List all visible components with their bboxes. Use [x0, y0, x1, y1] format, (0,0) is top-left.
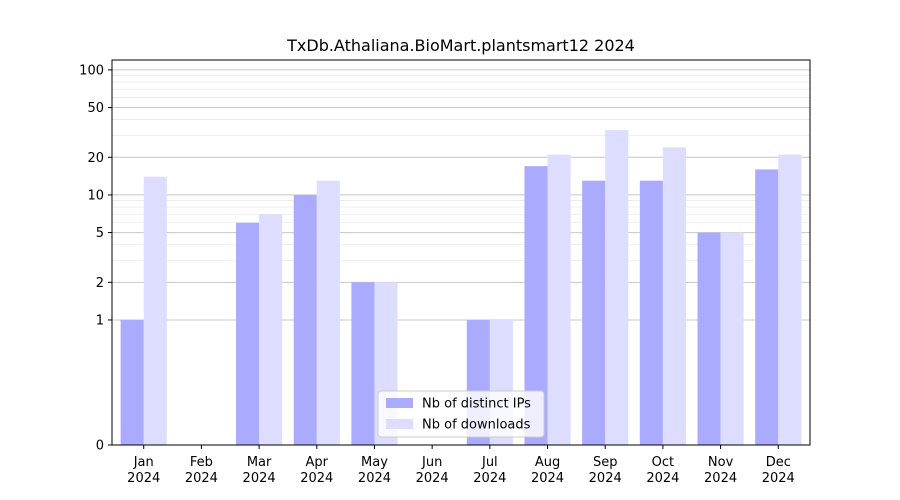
bar-downloads — [605, 130, 629, 445]
chart-title: TxDb.Athaliana.BioMart.plantsmart12 2024 — [286, 36, 635, 55]
x-tick-label: Nov 2024 — [704, 455, 737, 486]
bar-distinct-ips — [293, 194, 317, 445]
bar-downloads — [143, 176, 167, 445]
legend-swatch — [386, 398, 413, 408]
grid-lines — [112, 69, 810, 321]
x-tick-label: Jun 2024 — [416, 455, 449, 486]
bar-distinct-ips — [697, 232, 721, 445]
y-tick-label: 5 — [96, 226, 104, 241]
legend-label: Nb of downloads — [422, 418, 531, 433]
x-tick-label: Aug 2024 — [531, 455, 564, 486]
legend-label: Nb of distinct IPs — [422, 397, 531, 412]
x-tick-label: Mar 2024 — [243, 455, 276, 486]
x-tick-label: Feb 2024 — [185, 455, 218, 486]
bar-downloads — [778, 154, 802, 446]
y-tick-label: 2 — [96, 276, 104, 291]
plot-frame — [111, 59, 811, 446]
x-tick-label: Jul 2024 — [473, 455, 506, 486]
y-tick-label: 20 — [87, 151, 104, 166]
legend-swatch — [386, 419, 413, 429]
x-tick-label: Dec 2024 — [762, 455, 795, 486]
x-tick-label: Oct 2024 — [646, 455, 679, 486]
x-axis: Jan 2024 Feb 2024 Mar 2024 Apr 2024 May 2024 Jun 20… — [127, 445, 795, 486]
x-tick-label: Sep 2024 — [589, 455, 622, 486]
y-tick-label: 10 — [87, 188, 104, 203]
y-tick-label: 100 — [79, 63, 104, 78]
bar-distinct-ips — [582, 180, 606, 445]
bar-downloads — [720, 232, 744, 445]
legend: Nb of distinct IPs Nb of downloads — [377, 390, 545, 438]
bar-distinct-ips — [120, 319, 144, 445]
bar-downloads — [662, 147, 686, 446]
bars — [120, 130, 802, 446]
y-tick-label: 50 — [87, 101, 104, 116]
bar-downloads — [547, 154, 571, 446]
x-tick-label: May 2024 — [358, 455, 391, 486]
bar-distinct-ips — [236, 222, 260, 445]
bar-distinct-ips — [755, 169, 779, 445]
bar-distinct-ips — [639, 180, 663, 445]
bar-downloads — [316, 180, 340, 445]
legend-box — [377, 390, 545, 438]
y-axis: 0 1 2 5 10 20 50 100 — [79, 63, 112, 454]
y-tick-label: 0 — [96, 439, 104, 454]
bar-distinct-ips — [351, 282, 375, 445]
y-tick-label: 1 — [96, 313, 104, 328]
x-tick-label: Jan 2024 — [127, 455, 160, 486]
bar-downloads — [259, 214, 283, 445]
x-tick-label: Apr 2024 — [300, 455, 333, 486]
bar-distinct-ips — [524, 166, 548, 445]
